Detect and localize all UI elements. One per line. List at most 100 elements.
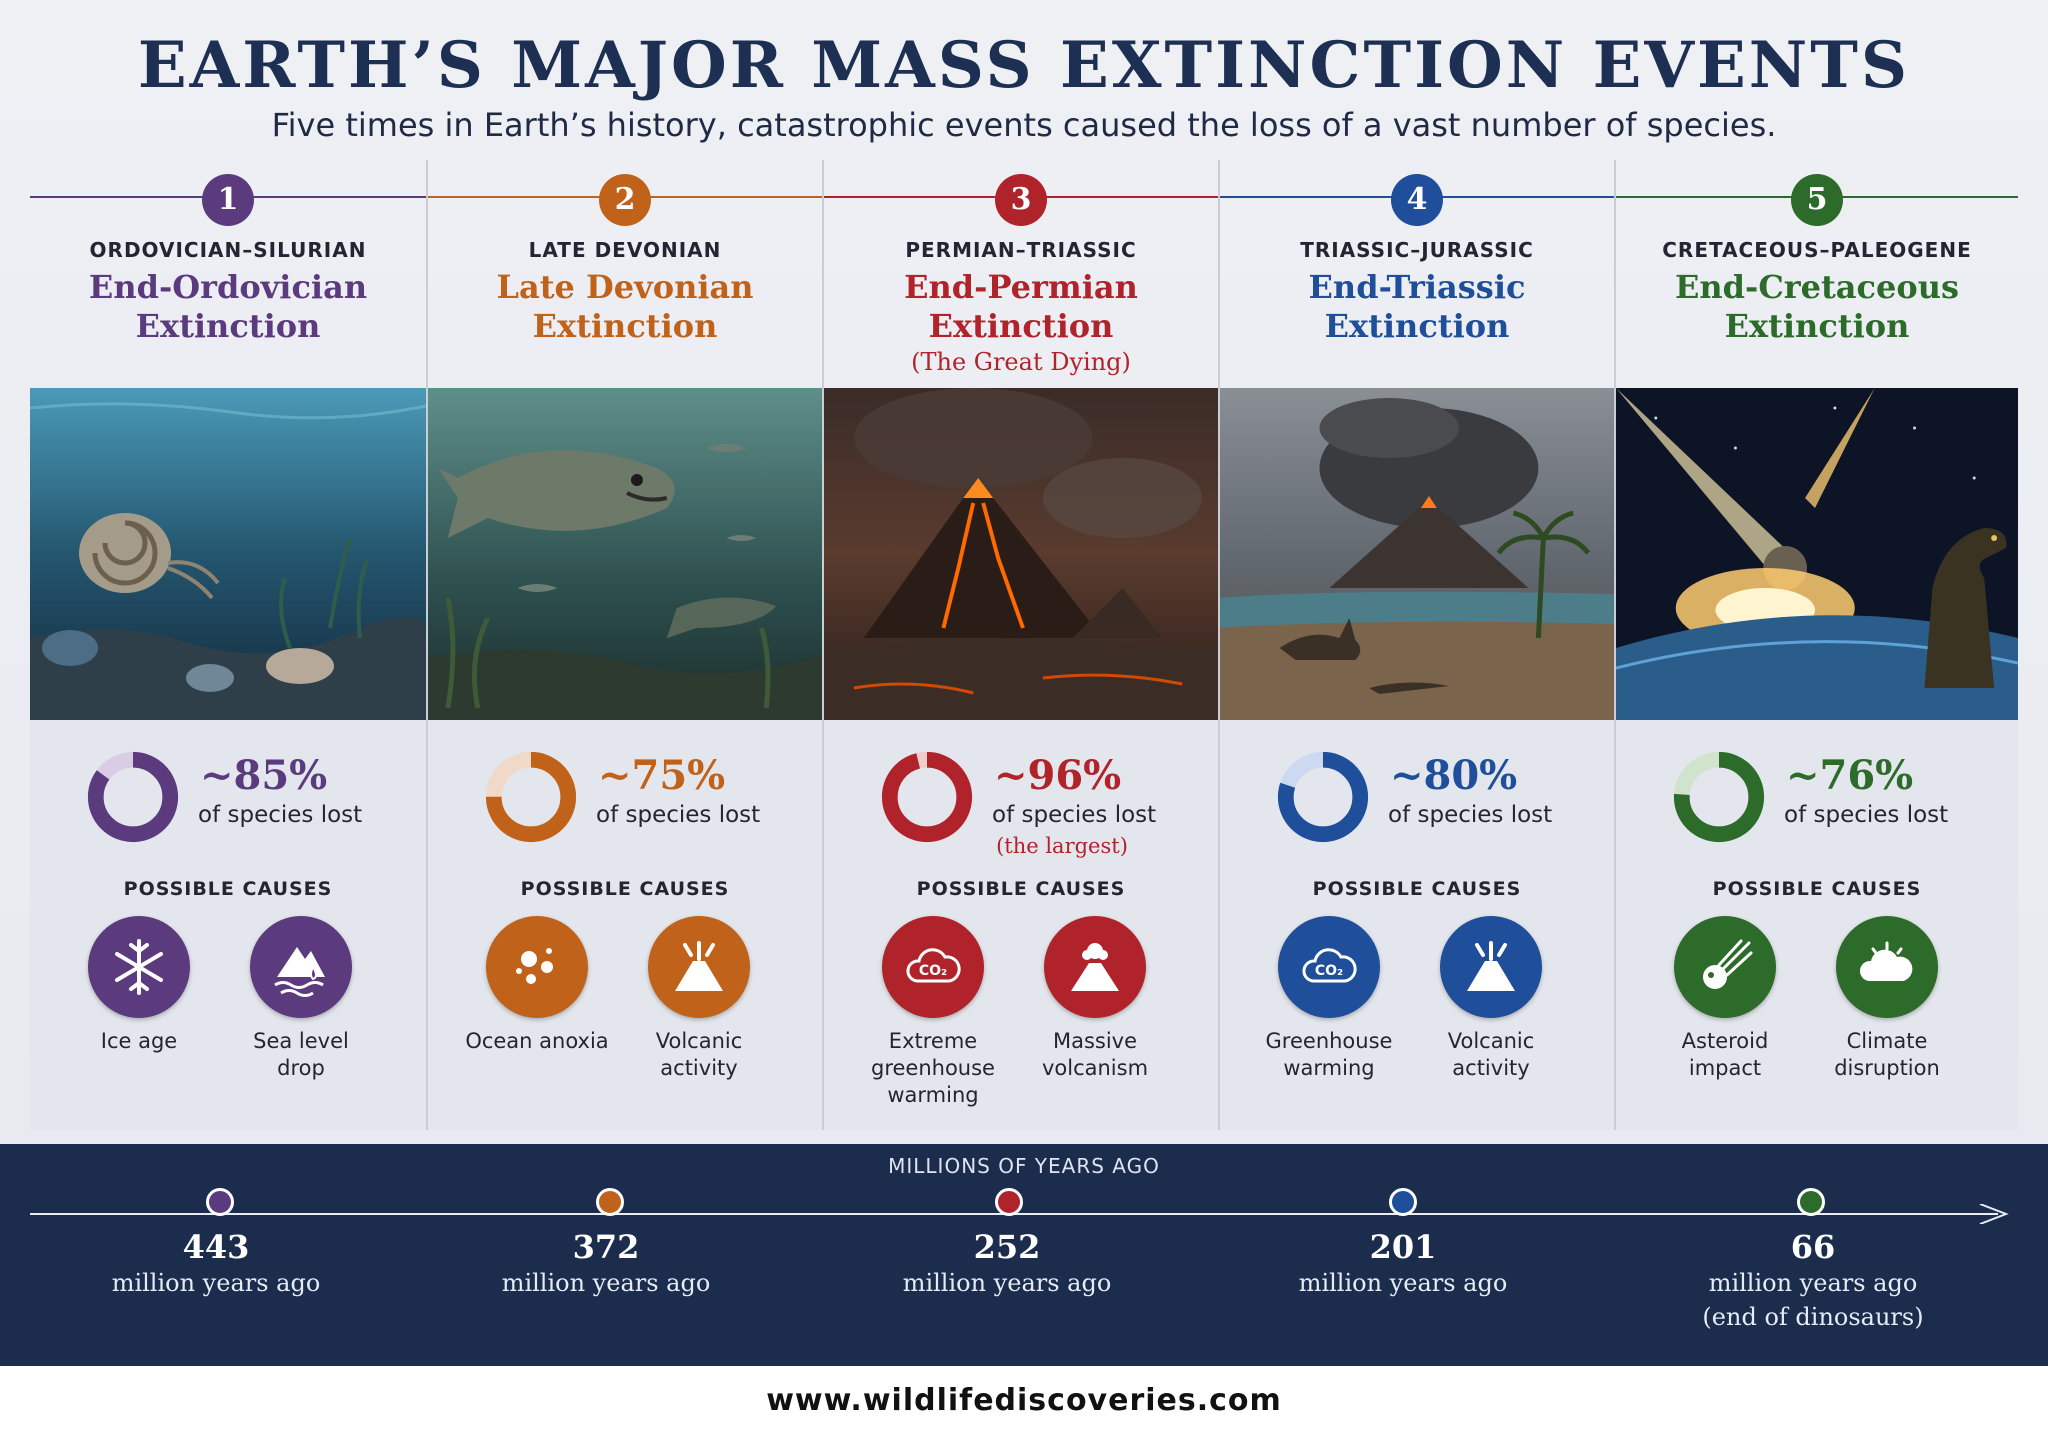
timeline-unit: million years ago (501, 1269, 711, 1297)
snowflake-icon (88, 916, 190, 1018)
cause-label: Massive volcanism (1041, 1029, 1149, 1080)
event-number-badge: 4 (1391, 174, 1443, 226)
timeline-marker (596, 1188, 624, 1216)
event-column-2: 2 LATE DEVONIAN Late Devonian Extinction (426, 160, 822, 1130)
bubbles-icon (486, 916, 588, 1018)
volcano-icon (648, 916, 750, 1018)
event-number-badge: 5 (1791, 174, 1843, 226)
causes-heading: POSSIBLE CAUSES (520, 878, 730, 900)
causes-heading: POSSIBLE CAUSES (1312, 878, 1522, 900)
event-column-4: 4 TRIASSIC–JURASSIC End-Triassic Extinct… (1218, 160, 1614, 1130)
timeline-unit: million years ago (1298, 1269, 1508, 1297)
causes-heading: POSSIBLE CAUSES (123, 878, 333, 900)
timeline-label: 201 million years ago (1273, 1228, 1533, 1300)
percent-value: ~85% (200, 752, 328, 799)
infographic: EARTH’S MAJOR MASS EXTINCTION EVENTS Fiv… (0, 0, 2048, 1366)
event-name-line1: Late Devonian (496, 268, 754, 306)
volcano-scene-illustration (824, 388, 1218, 720)
coastal-volcano-scene-illustration (1220, 388, 1614, 720)
cause-label: Sea level drop (253, 1029, 349, 1080)
ocean-scene-illustration (30, 388, 426, 720)
cause-greenhouse-warming: CO₂ Greenhouse warming (1254, 916, 1404, 1082)
event-name: End-Permian Extinction (824, 268, 1218, 346)
cause-volcanic-activity: Volcanic activity (624, 916, 774, 1082)
percent-value: ~75% (598, 752, 726, 799)
timeline-label: 252 million years ago (877, 1228, 1137, 1300)
percent-note: (the largest) (996, 834, 1128, 858)
page-subtitle: Five times in Earth’s history, catastrop… (271, 106, 1777, 144)
timeline-marker (995, 1188, 1023, 1216)
event-column-1: 1 ORDOVICIAN–SILURIAN End-Ordovician Ext… (30, 160, 426, 1130)
percent-donut-chart (485, 751, 577, 843)
svg-text:CO₂: CO₂ (1315, 963, 1343, 979)
event-number-badge: 1 (202, 174, 254, 226)
cause-volcanic-activity: Volcanic activity (1416, 916, 1566, 1082)
armored-fish-scene-illustration (428, 388, 822, 720)
event-period: TRIASSIC–JURASSIC (1300, 238, 1534, 262)
timeline-unit: million years ago (111, 1269, 321, 1297)
timeline-unit: million years ago (1708, 1269, 1918, 1297)
percent-donut-chart (881, 751, 973, 843)
event-name-line2: Extinction (135, 307, 321, 345)
event-name: End-Ordovician Extinction (30, 268, 426, 346)
cause-ocean-anoxia: Ocean anoxia (462, 916, 612, 1055)
event-nickname: (The Great Dying) (911, 348, 1131, 376)
mountain-water-icon (250, 916, 352, 1018)
timeline-label: 443 million years ago (86, 1228, 346, 1300)
co2-cloud-icon: CO₂ (882, 916, 984, 1018)
timeline-band: MILLIONS OF YEARS AGO 443 million years … (0, 1144, 2048, 1366)
event-period: CRETACEOUS–PALEOGENE (1662, 238, 1972, 262)
cause-label: Greenhouse warming (1265, 1029, 1393, 1080)
event-column-3: 3 PERMIAN–TRIASSIC End-Permian Extinctio… (822, 160, 1218, 1130)
cause-label: Climate disruption (1834, 1029, 1940, 1080)
timeline-unit: million years ago (902, 1269, 1112, 1297)
cause-sea-level-drop: Sea level drop (226, 916, 376, 1082)
event-name-line2: Extinction (1724, 307, 1910, 345)
event-period: LATE DEVONIAN (528, 238, 722, 262)
cloud-icon (1836, 916, 1938, 1018)
timeline-heading: MILLIONS OF YEARS AGO (888, 1154, 1160, 1178)
cause-label: Ice age (100, 1029, 178, 1053)
website-url[interactable]: www.wildlifediscoveries.com (766, 1383, 1282, 1418)
timeline-year: 443 (182, 1228, 250, 1266)
stats-panel: ~96% of species lost (the largest) POSSI… (824, 720, 1218, 1130)
cause-label: Volcanic activity (655, 1029, 743, 1080)
stats-panel: ~80% of species lost POSSIBLE CAUSES CO₂… (1220, 720, 1614, 1130)
percent-value: ~80% (1390, 752, 1518, 799)
co2-cloud-icon: CO₂ (1278, 916, 1380, 1018)
percent-label: of species lost (1784, 802, 1949, 828)
event-number-badge: 3 (995, 174, 1047, 226)
percent-label: of species lost (992, 802, 1157, 828)
percent-donut-chart (1277, 751, 1369, 843)
volcano-icon (1044, 916, 1146, 1018)
event-number-badge: 2 (599, 174, 651, 226)
stats-panel: ~75% of species lost POSSIBLE CAUSES Oce… (428, 720, 822, 1130)
causes-heading: POSSIBLE CAUSES (916, 878, 1126, 900)
timeline-label: 66 million years ago (end of dinosaurs) (1683, 1228, 1943, 1334)
timeline-year: 372 (572, 1228, 640, 1266)
cause-ice-age: Ice age (64, 916, 214, 1055)
event-name-line1: End-Permian (904, 268, 1138, 306)
timeline-marker (1389, 1188, 1417, 1216)
event-name-line2: Extinction (928, 307, 1114, 345)
event-columns: 1 ORDOVICIAN–SILURIAN End-Ordovician Ext… (30, 160, 2018, 1130)
percent-donut-chart (87, 751, 179, 843)
cause-label: Ocean anoxia (465, 1029, 609, 1053)
volcano-icon (1440, 916, 1542, 1018)
timeline-marker (206, 1188, 234, 1216)
cause-label: Volcanic activity (1447, 1029, 1535, 1080)
causes-heading: POSSIBLE CAUSES (1712, 878, 1922, 900)
timeline-marker (1797, 1188, 1825, 1216)
timeline-label: 372 million years ago (476, 1228, 736, 1300)
cause-massive-volcanism: Massive volcanism (1020, 916, 1170, 1082)
cause-asteroid-impact: Asteroid impact (1650, 916, 1800, 1082)
svg-text:CO₂: CO₂ (919, 963, 947, 979)
event-column-5: 5 CRETACEOUS–PALEOGENE End-Cretaceous Ex… (1614, 160, 2018, 1130)
asteroid-impact-scene-illustration (1616, 388, 2018, 720)
cause-climate-disruption: Climate disruption (1812, 916, 1962, 1082)
event-period: ORDOVICIAN–SILURIAN (89, 238, 367, 262)
cause-label: Extreme greenhouse warming (871, 1029, 995, 1107)
event-name-line1: End-Ordovician (88, 268, 368, 306)
event-name-line1: End-Triassic (1308, 268, 1526, 306)
stats-panel: ~76% of species lost POSSIBLE CAUSES Ast… (1616, 720, 2018, 1130)
